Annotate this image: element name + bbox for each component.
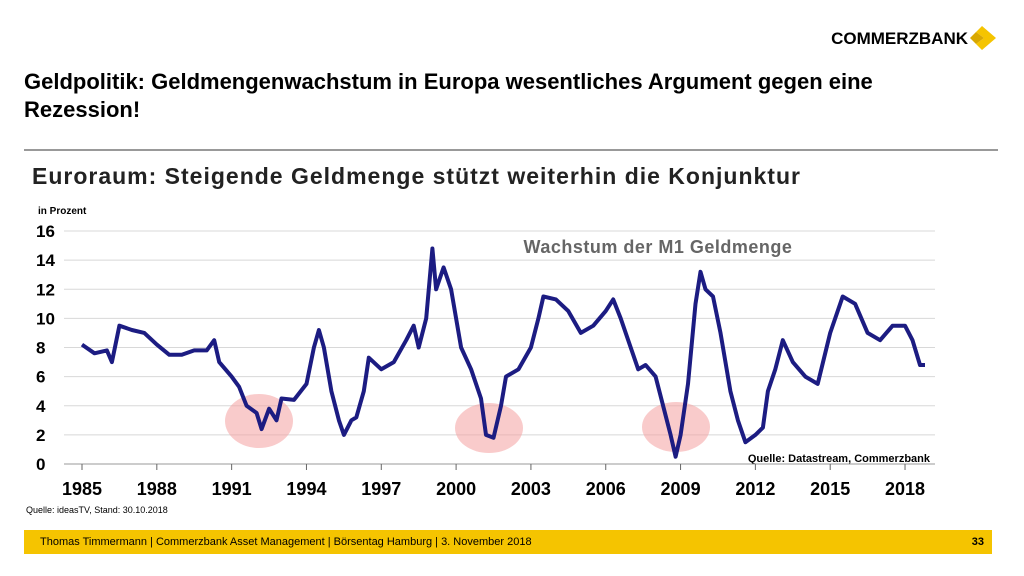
y-tick-label: 6 xyxy=(36,368,45,387)
highlight xyxy=(455,403,523,453)
logo: COMMERZBANK xyxy=(831,29,969,48)
y-tick-label: 10 xyxy=(36,309,55,328)
y-tick-label: 12 xyxy=(36,280,55,299)
data-line xyxy=(80,246,925,459)
footer-text: Thomas Timmermann | Commerzbank Asset Ma… xyxy=(40,536,532,548)
x-tick-label: 2012 xyxy=(735,479,775,499)
highlight xyxy=(642,402,710,452)
logo-icon xyxy=(970,26,996,50)
x-tick-label: 1997 xyxy=(361,479,401,499)
y-tick-label: 14 xyxy=(36,251,55,270)
x-tick-label: 1988 xyxy=(137,479,177,499)
x-tick-label: 2003 xyxy=(511,479,551,499)
x-tick-label: 2009 xyxy=(661,479,701,499)
y-axis-label: in Prozent xyxy=(38,206,87,217)
page-number: 33 xyxy=(971,536,984,548)
source-note: Quelle: ideasTV, Stand: 30.10.2018 xyxy=(26,505,168,515)
footer: Thomas Timmermann | Commerzbank Asset Ma… xyxy=(24,530,992,554)
y-tick-label: 8 xyxy=(36,339,45,358)
slide-title: Geldpolitik: Geldmengenwachstum in Europ… xyxy=(24,69,873,122)
x-tick-label: 2006 xyxy=(586,479,626,499)
y-tick-label: 0 xyxy=(36,455,45,474)
x-tick-label: 1985 xyxy=(62,479,102,499)
y-tick-label: 4 xyxy=(36,397,46,416)
chart-title: Euroraum: Steigende Geldmenge stützt wei… xyxy=(32,163,801,189)
chart-subtitle: Wachstum der M1 Geldmenge xyxy=(524,237,793,257)
x-tick-label: 2015 xyxy=(810,479,850,499)
x-tick-label: 2018 xyxy=(885,479,925,499)
annotation: Quelle: Datastream, Commerzbank xyxy=(748,453,931,465)
y-tick-label: 16 xyxy=(36,222,55,241)
x-tick-label: 1994 xyxy=(286,479,326,499)
y-tick-label: 2 xyxy=(36,426,45,445)
chart: COMMERZBANK Euroraum: Steigende Geldmeng… xyxy=(24,26,998,499)
x-tick-label: 2000 xyxy=(436,479,476,499)
x-tick-label: 1991 xyxy=(212,479,252,499)
